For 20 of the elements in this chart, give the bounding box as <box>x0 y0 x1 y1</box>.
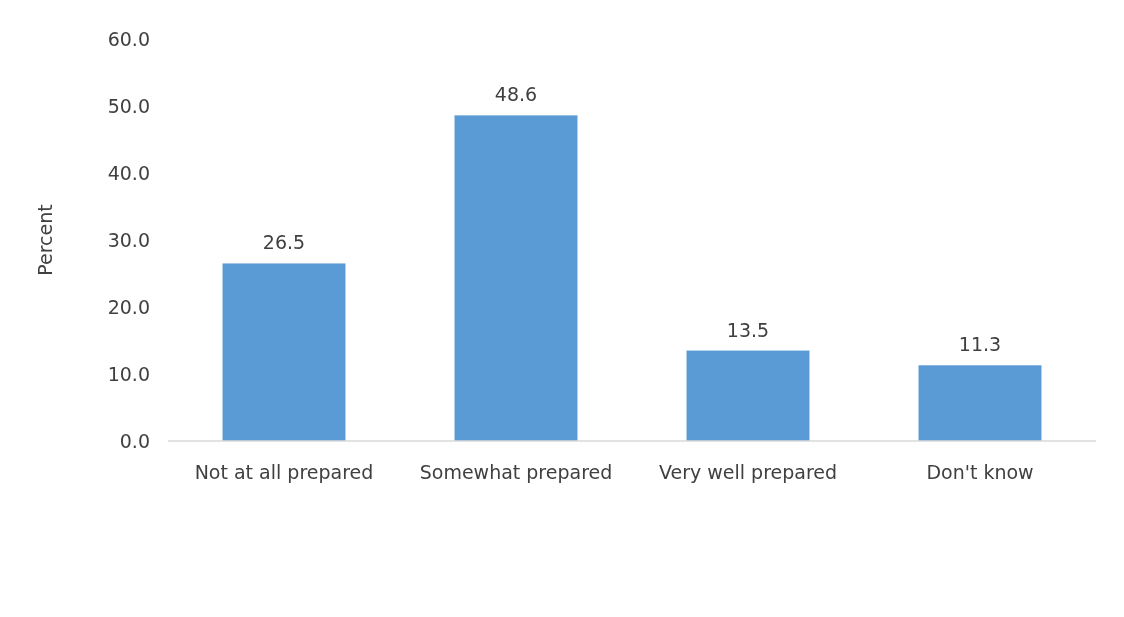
x-tick-label: Not at all prepared <box>194 461 374 483</box>
data-label: 48.6 <box>494 83 538 106</box>
y-tick-label: 30.0 <box>107 228 150 251</box>
bar <box>686 350 810 441</box>
x-tick-label: Somewhat prepared <box>419 461 613 483</box>
bar <box>222 263 346 441</box>
x-tick-label: Don't know <box>926 461 1034 483</box>
y-tick-label: 60.0 <box>107 27 150 50</box>
y-tick-label: 50.0 <box>107 94 150 117</box>
y-tick-label: 10.0 <box>107 362 150 385</box>
data-label: 26.5 <box>262 231 306 254</box>
y-tick-label: 20.0 <box>107 295 150 318</box>
data-label: 11.3 <box>958 333 1002 356</box>
y-axis-title: Percent <box>34 204 56 276</box>
y-tick-label: 0.0 <box>119 429 150 452</box>
bar <box>918 365 1042 441</box>
y-tick-label: 40.0 <box>107 161 150 184</box>
bar <box>454 115 578 441</box>
data-label: 13.5 <box>726 318 770 341</box>
x-tick-label: Very well prepared <box>658 461 838 483</box>
